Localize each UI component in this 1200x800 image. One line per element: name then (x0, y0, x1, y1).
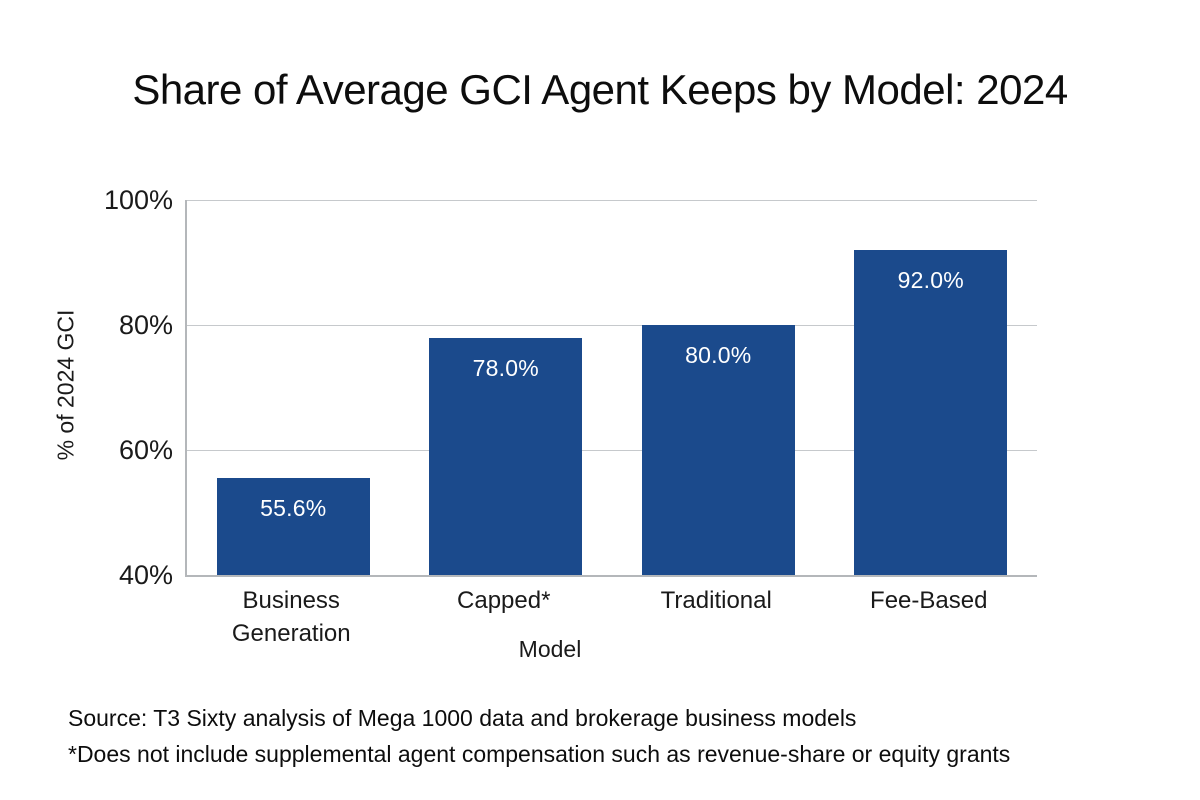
x-tick-label-fee-based: Fee-Based (870, 587, 988, 614)
y-tick-label-100: 100% (103, 185, 173, 215)
y-tick-label-80: 80% (118, 310, 173, 340)
gridline-100 (187, 200, 1037, 201)
bar-value-label: 92.0% (897, 267, 964, 293)
footer: Source: T3 Sixty analysis of Mega 1000 d… (68, 700, 1158, 772)
bar-fee-based: 92.0% (854, 250, 1008, 575)
footer-source-line: Source: T3 Sixty analysis of Mega 1000 d… (68, 705, 857, 731)
x-tick-label-traditional: Traditional (660, 587, 772, 614)
plot-area: 55.6% 78.0% 80.0% 92.0% (185, 200, 1037, 577)
gridline-60 (187, 450, 1037, 451)
bar-value-label: 55.6% (260, 494, 327, 521)
x-axis-title: Model (518, 636, 582, 662)
bar-traditional: 80.0% (641, 325, 795, 575)
y-tick-label-60: 60% (118, 435, 173, 465)
footer-note-line: *Does not include supplemental agent com… (68, 741, 1011, 767)
x-tick-label-capped-: Capped* (457, 587, 551, 614)
chart-title: Share of Average GCI Agent Keeps by Mode… (132, 66, 1068, 113)
bar-value-label: 80.0% (685, 342, 752, 368)
bar-value-label: 78.0% (472, 354, 539, 381)
bar-business-generation: 55.6% (216, 477, 370, 575)
gridline-80 (187, 325, 1037, 326)
y-tick-label-40: 40% (118, 560, 173, 590)
x-tick-label-business-generation: Business Generation (231, 587, 351, 647)
bar-capped-: 78.0% (429, 337, 583, 575)
